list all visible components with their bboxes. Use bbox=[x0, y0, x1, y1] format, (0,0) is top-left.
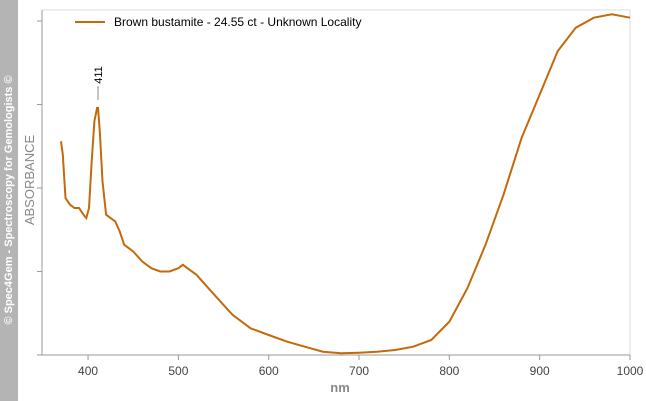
x-tick-label: 700 bbox=[349, 364, 369, 378]
legend-label: Brown bustamite - 24.55 ct - Unknown Loc… bbox=[114, 15, 361, 29]
peak-label: 411 bbox=[93, 66, 105, 84]
plot-frame bbox=[41, 9, 631, 356]
x-tick-label: 800 bbox=[439, 364, 459, 378]
x-tick-label: 600 bbox=[259, 364, 279, 378]
spectrum-line bbox=[60, 13, 631, 355]
x-axis-label: nm bbox=[330, 380, 350, 395]
copyright: © Spec4Gem - Spectroscopy for Gemologist… bbox=[3, 75, 15, 324]
x-tick-label: 400 bbox=[78, 364, 98, 378]
x-tick-label: 900 bbox=[530, 364, 550, 378]
y-axis-label: ABSORBANCE bbox=[22, 135, 37, 226]
copyright-band bbox=[0, 0, 18, 401]
x-tick-label: 1000 bbox=[617, 364, 644, 378]
x-tick-label: 500 bbox=[168, 364, 188, 378]
